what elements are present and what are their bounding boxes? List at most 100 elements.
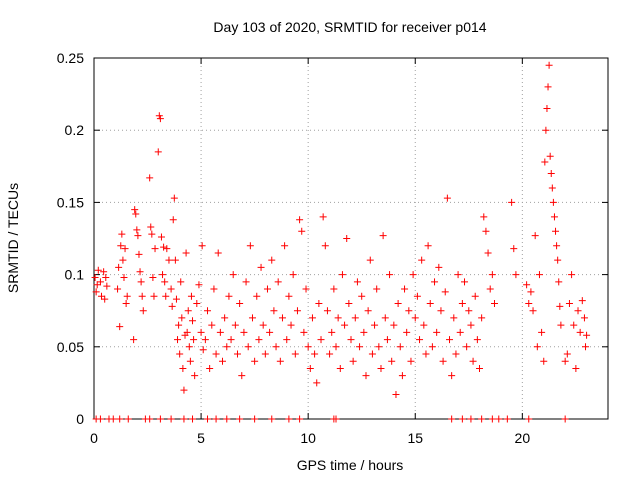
data-point bbox=[396, 343, 404, 351]
data-point bbox=[512, 271, 520, 279]
data-point bbox=[529, 307, 537, 315]
data-point bbox=[302, 285, 310, 293]
data-point bbox=[334, 314, 342, 322]
data-point bbox=[156, 115, 164, 123]
data-point bbox=[225, 292, 233, 300]
data-point bbox=[548, 184, 556, 192]
data-point bbox=[170, 194, 178, 202]
data-point bbox=[169, 216, 177, 224]
data-point bbox=[435, 263, 443, 271]
data-point bbox=[117, 242, 125, 250]
data-point bbox=[557, 321, 565, 329]
data-point bbox=[115, 263, 123, 271]
data-point bbox=[538, 328, 546, 336]
data-point bbox=[103, 282, 111, 290]
data-point bbox=[561, 415, 569, 423]
data-point bbox=[182, 249, 190, 257]
data-point bbox=[293, 307, 301, 315]
data-point bbox=[553, 242, 561, 250]
data-point bbox=[131, 206, 139, 214]
data-point bbox=[116, 323, 124, 331]
data-point bbox=[132, 210, 140, 218]
data-point bbox=[101, 295, 109, 303]
data-point bbox=[214, 249, 222, 257]
data-point bbox=[178, 314, 186, 322]
data-point bbox=[195, 281, 203, 289]
data-point bbox=[204, 415, 212, 423]
data-point bbox=[285, 415, 293, 423]
data-point bbox=[563, 350, 571, 358]
data-point bbox=[319, 213, 327, 221]
data-point bbox=[527, 288, 535, 296]
data-point bbox=[411, 314, 419, 322]
data-point bbox=[168, 302, 176, 310]
data-point bbox=[463, 343, 471, 351]
data-point bbox=[212, 415, 220, 423]
data-point bbox=[508, 198, 516, 206]
data-point bbox=[148, 230, 156, 238]
data-point bbox=[165, 256, 173, 264]
data-point bbox=[96, 278, 104, 286]
y-tick-label: 0.05 bbox=[57, 339, 84, 355]
data-point bbox=[313, 379, 321, 387]
data-point bbox=[175, 321, 183, 329]
data-point bbox=[555, 278, 563, 286]
data-point bbox=[122, 299, 130, 307]
data-point bbox=[437, 307, 445, 315]
data-point bbox=[428, 343, 436, 351]
data-point bbox=[317, 336, 325, 344]
y-axis-label: SRMTID / TECUs bbox=[5, 183, 21, 293]
x-tick-label: 20 bbox=[515, 430, 531, 446]
data-point bbox=[135, 250, 143, 258]
data-point bbox=[300, 328, 308, 336]
data-point bbox=[150, 292, 158, 300]
data-point bbox=[328, 328, 336, 336]
data-point bbox=[219, 357, 226, 365]
data-point bbox=[582, 343, 590, 351]
data-point bbox=[183, 328, 191, 336]
data-point bbox=[268, 415, 276, 423]
data-point bbox=[163, 245, 171, 253]
data-point bbox=[544, 83, 552, 91]
data-point bbox=[422, 350, 430, 358]
data-point bbox=[441, 288, 449, 296]
data-point bbox=[190, 336, 198, 344]
data-point bbox=[545, 61, 553, 69]
data-point bbox=[426, 299, 434, 307]
data-point bbox=[321, 242, 329, 250]
data-point bbox=[157, 233, 165, 241]
data-point bbox=[452, 350, 460, 358]
data-point bbox=[118, 230, 126, 238]
data-point bbox=[133, 226, 141, 234]
data-point bbox=[261, 350, 269, 358]
data-point bbox=[413, 292, 421, 300]
data-point bbox=[116, 415, 124, 423]
data-point bbox=[550, 213, 558, 221]
data-point bbox=[454, 271, 462, 279]
data-point bbox=[257, 263, 265, 271]
data-point bbox=[263, 285, 271, 293]
data-point bbox=[134, 232, 142, 240]
data-point bbox=[96, 415, 104, 423]
data-point bbox=[136, 268, 144, 276]
data-point bbox=[171, 256, 179, 264]
data-point bbox=[431, 278, 439, 286]
data-point bbox=[448, 415, 456, 423]
data-point bbox=[206, 364, 214, 372]
data-point bbox=[266, 328, 274, 336]
data-point bbox=[199, 346, 207, 354]
data-point bbox=[546, 152, 554, 160]
data-point bbox=[531, 232, 539, 240]
data-point bbox=[223, 343, 231, 351]
data-point bbox=[353, 278, 361, 286]
data-point bbox=[255, 336, 263, 344]
x-tick-label: 5 bbox=[197, 430, 205, 446]
data-point bbox=[458, 415, 466, 423]
data-point bbox=[418, 256, 426, 264]
data-point bbox=[552, 227, 560, 235]
data-point bbox=[439, 357, 447, 365]
data-point bbox=[580, 314, 588, 322]
data-point bbox=[533, 343, 541, 351]
data-point bbox=[102, 273, 110, 281]
data-point bbox=[270, 307, 278, 315]
